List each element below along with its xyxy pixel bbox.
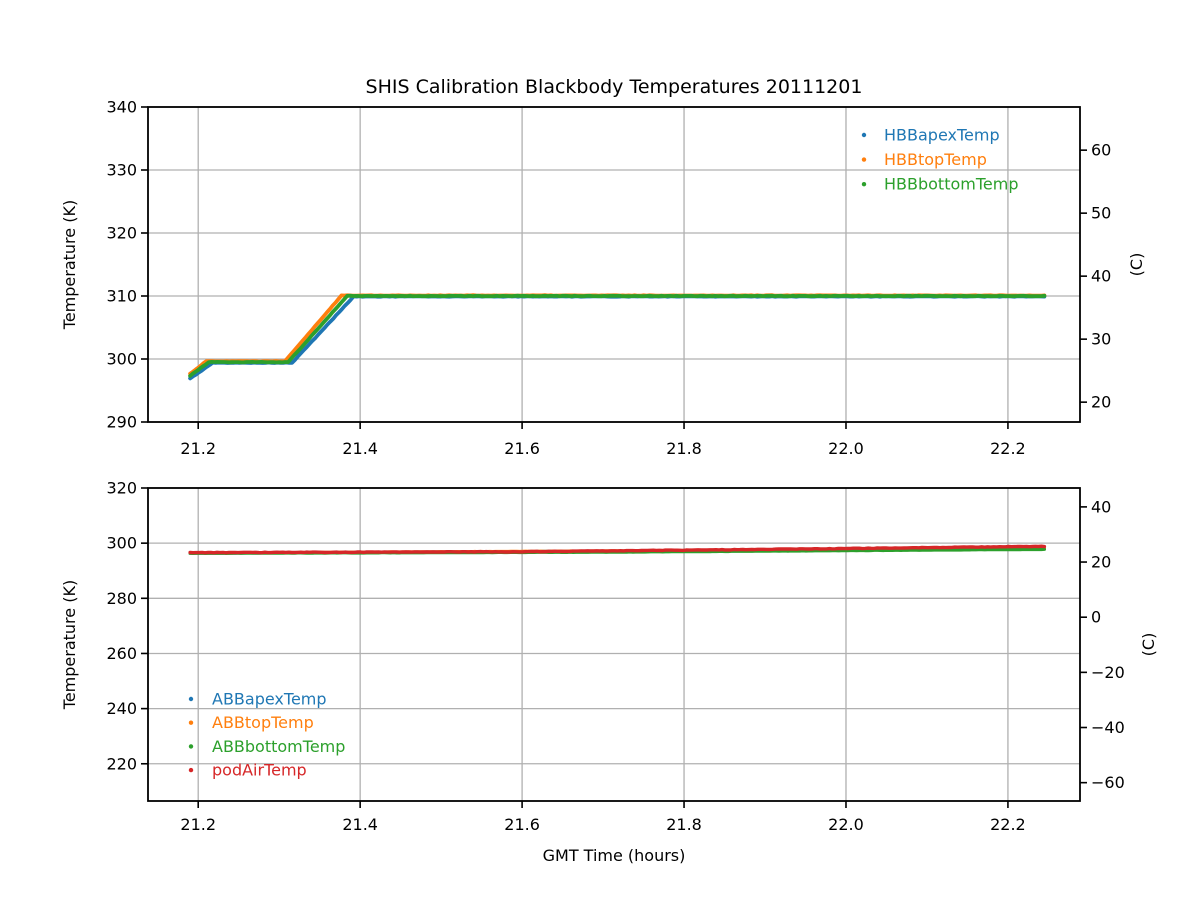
plot-area-bottom: 21.2 21.4 21.6 21.8 22.0 22.2 220 240 260 280 300 3… xyxy=(60,479,1158,866)
series-line-HBBapexTemp xyxy=(188,294,1047,381)
legend-dot-marker-icon xyxy=(188,744,194,749)
figure-title: SHIS Calibration Blackbody Temperatures … xyxy=(365,76,863,98)
y-axis-label: Temperature (K) xyxy=(60,200,79,330)
x-tick-label: 21.6 xyxy=(504,439,540,458)
right-y-axis-label: (C) xyxy=(1127,253,1146,277)
right-y-tick-label: 40 xyxy=(1091,497,1111,516)
x-tick-label: 22.0 xyxy=(828,439,864,458)
right-y-tick-label: 20 xyxy=(1091,393,1111,412)
legend-item-ABBtopTemp: ABBtopTemp xyxy=(188,713,314,732)
legend-item-HBBbottomTemp: HBBbottomTemp xyxy=(861,175,1019,194)
x-tick-label: 21.8 xyxy=(666,439,702,458)
right-y-tick-label: 60 xyxy=(1091,141,1111,160)
right-y-tick-label: 30 xyxy=(1091,330,1111,349)
legend-label: HBBapexTemp xyxy=(884,126,1000,145)
x-tick-label: 21.2 xyxy=(180,439,216,458)
y-tick-label: 300 xyxy=(106,350,137,369)
legend-item-ABBbottomTemp: ABBbottomTemp xyxy=(188,737,345,756)
x-tick-label: 21.4 xyxy=(342,439,378,458)
legend-label: ABBbottomTemp xyxy=(212,737,345,756)
legend-label: ABBtopTemp xyxy=(212,713,314,732)
legend-item-podAirTemp: podAirTemp xyxy=(188,761,307,780)
right-y-tick-label: −40 xyxy=(1091,718,1125,737)
legend-label: HBBtopTemp xyxy=(884,150,987,169)
series-line-HBBbottomTemp xyxy=(188,293,1047,378)
y-tick-label: 300 xyxy=(106,534,137,553)
legend-top: HBBapexTemp HBBtopTemp HBBbottomTemp xyxy=(861,126,1019,194)
right-y-tick-label: −60 xyxy=(1091,773,1125,792)
legend-item-HBBapexTemp: HBBapexTemp xyxy=(861,126,1000,145)
y-tick-label: 260 xyxy=(106,644,137,663)
legend-label: podAirTemp xyxy=(212,761,307,780)
legend-label: ABBapexTemp xyxy=(212,690,327,709)
right-y-tick-label: 0 xyxy=(1091,608,1101,627)
x-axis-label: GMT Time (hours) xyxy=(543,846,686,865)
legend-dot-marker-icon xyxy=(861,157,867,162)
tick-marks xyxy=(141,487,1087,808)
x-tick-label: 22.0 xyxy=(828,815,864,834)
x-tick-label: 21.6 xyxy=(504,815,540,834)
legend-dot-marker-icon xyxy=(861,132,867,138)
x-tick-label: 21.4 xyxy=(342,815,378,834)
legend-item-HBBtopTemp: HBBtopTemp xyxy=(861,150,987,169)
x-tick-label: 21.8 xyxy=(666,815,702,834)
y-tick-label: 280 xyxy=(106,589,137,608)
y-tick-label: 330 xyxy=(106,161,137,180)
y-tick-label: 340 xyxy=(106,98,137,117)
right-y-axis-label: (C) xyxy=(1139,633,1158,657)
right-y-tick-label: 20 xyxy=(1091,553,1111,572)
legend-item-ABBapexTemp: ABBapexTemp xyxy=(188,690,327,709)
y-tick-label: 290 xyxy=(106,413,137,432)
right-y-tick-label: 50 xyxy=(1091,204,1111,223)
series-group xyxy=(188,544,1047,555)
legend-label: HBBbottomTemp xyxy=(884,175,1019,194)
tick-marks xyxy=(141,106,1087,429)
axes-spines xyxy=(147,487,1081,802)
right-y-tick-label: −20 xyxy=(1091,663,1125,682)
legend-dot-marker-icon xyxy=(188,767,194,773)
legend-dot-marker-icon xyxy=(188,720,194,725)
legend-bottom: ABBapexTemp ABBtopTemp ABBbottomTemp podAir… xyxy=(188,690,345,780)
y-tick-label: 320 xyxy=(106,479,137,498)
plot-area-top: 21.2 21.4 21.6 21.8 22.0 22.2 290 300 310 320 330 3… xyxy=(60,98,1146,459)
y-tick-label: 220 xyxy=(106,754,137,773)
y-tick-label: 240 xyxy=(106,699,137,718)
right-y-tick-label: 40 xyxy=(1091,267,1111,286)
x-tick-label: 22.2 xyxy=(990,439,1026,458)
axes-spines xyxy=(147,106,1081,423)
x-tick-label: 21.2 xyxy=(180,815,216,834)
legend-dot-marker-icon xyxy=(861,182,867,187)
y-tick-label: 310 xyxy=(106,287,137,306)
series-line-podAirTemp xyxy=(188,544,1047,555)
x-tick-label: 22.2 xyxy=(990,815,1026,834)
y-axis-label: Temperature (K) xyxy=(60,580,79,710)
series-group xyxy=(188,293,1047,381)
legend-dot-marker-icon xyxy=(188,696,194,702)
y-tick-label: 320 xyxy=(106,224,137,243)
